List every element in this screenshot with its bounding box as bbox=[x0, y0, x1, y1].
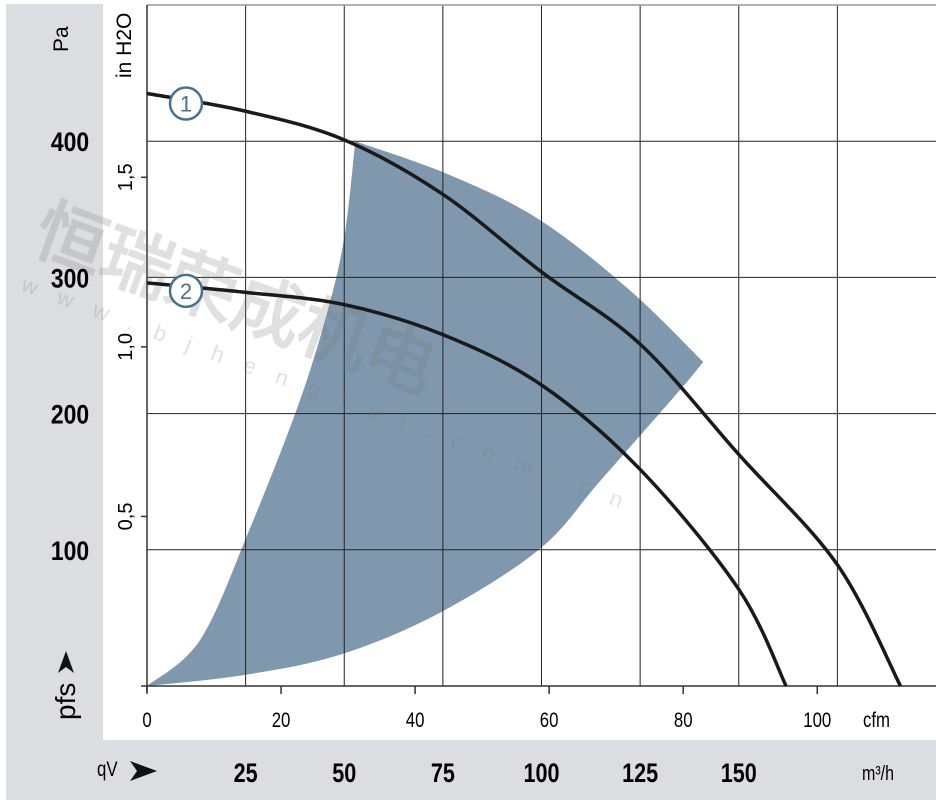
inh2o-tick-label: 1,5 bbox=[115, 163, 137, 191]
pfs-symbol: pfs bbox=[50, 683, 81, 720]
pa-tick-label: 100 bbox=[51, 536, 89, 566]
cfm-tick-label: 40 bbox=[406, 709, 425, 732]
curve-marker-circle bbox=[168, 86, 204, 121]
inh2o-unit-label: in H2O bbox=[113, 13, 136, 78]
fan-curve-1 bbox=[146, 91, 903, 687]
pa-tick-label: 400 bbox=[51, 127, 89, 157]
m3h-tick-label: 125 bbox=[622, 759, 658, 789]
pa-tick-label: 200 bbox=[51, 400, 89, 430]
inh2o-tick-label: 1,0 bbox=[115, 333, 137, 361]
y-axis-panel bbox=[6, 4, 103, 740]
cfm-unit-label: cfm bbox=[863, 709, 890, 732]
cfm-tick-label: 20 bbox=[272, 709, 291, 732]
curve-marker-label: 1 bbox=[180, 92, 192, 117]
cfm-tick-label: 0 bbox=[142, 709, 151, 732]
qv-symbol: qV bbox=[97, 758, 118, 781]
m3h-tick-label: 150 bbox=[721, 759, 757, 789]
cfm-tick-label: 100 bbox=[803, 709, 831, 732]
curve-marker-1: 1 bbox=[168, 86, 204, 121]
curve-marker-label: 2 bbox=[180, 279, 192, 304]
arrow-right-icon bbox=[130, 761, 157, 781]
m3h-tick-label: 25 bbox=[234, 759, 258, 789]
curve-marker-circle bbox=[168, 273, 204, 309]
m3h-unit-label: m³/h bbox=[862, 762, 894, 784]
curve-marker-2: 2 bbox=[168, 273, 204, 309]
x-axis-panel bbox=[6, 740, 936, 800]
fan-curve-2 bbox=[146, 281, 788, 687]
inh2o-tick-label: 0,5 bbox=[115, 503, 137, 531]
pa-tick-label: 300 bbox=[51, 264, 89, 294]
cfm-tick-label: 60 bbox=[540, 709, 559, 732]
cfm-tick-label: 80 bbox=[674, 709, 693, 732]
m3h-tick-label: 75 bbox=[431, 759, 455, 789]
arrow-up-icon bbox=[58, 651, 74, 673]
pa-unit-label: Pa bbox=[50, 26, 73, 52]
m3h-tick-label: 100 bbox=[523, 759, 559, 789]
m3h-tick-label: 50 bbox=[332, 759, 356, 789]
